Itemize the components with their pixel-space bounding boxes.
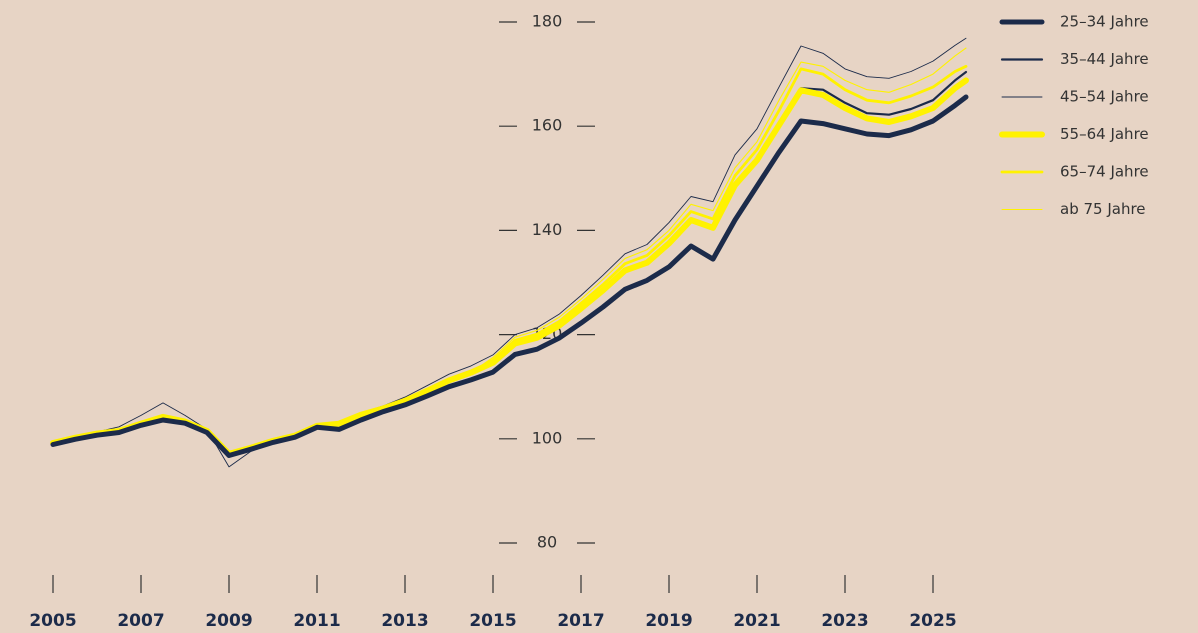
x-tick-label: 2005: [29, 611, 76, 631]
y-tick-label: 100: [532, 428, 563, 447]
y-tick-label: 80: [537, 533, 557, 552]
legend-label: 55–64 Jahre: [1060, 125, 1149, 143]
legend-label: 65–74 Jahre: [1060, 163, 1149, 181]
legend-label: 35–44 Jahre: [1060, 50, 1149, 68]
legend-label: ab 75 Jahre: [1060, 200, 1146, 218]
y-tick-label: 160: [532, 116, 563, 135]
y-tick-label: 140: [532, 220, 563, 239]
x-tick-label: 2013: [381, 611, 428, 631]
x-tick-label: 2009: [205, 611, 252, 631]
x-tick-label: 2019: [645, 611, 692, 631]
x-tick-label: 2015: [469, 611, 516, 631]
x-tick-label: 2011: [293, 611, 340, 631]
x-tick-label: 2017: [557, 611, 604, 631]
y-tick-label: 180: [532, 12, 563, 31]
legend-label: 25–34 Jahre: [1060, 13, 1149, 31]
legend-label: 45–54 Jahre: [1060, 88, 1149, 106]
x-tick-label: 2025: [909, 611, 956, 631]
x-tick-label: 2007: [117, 611, 164, 631]
series-line: [50, 94, 969, 458]
x-tick-label: 2021: [733, 611, 780, 631]
x-tick-label: 2023: [821, 611, 868, 631]
